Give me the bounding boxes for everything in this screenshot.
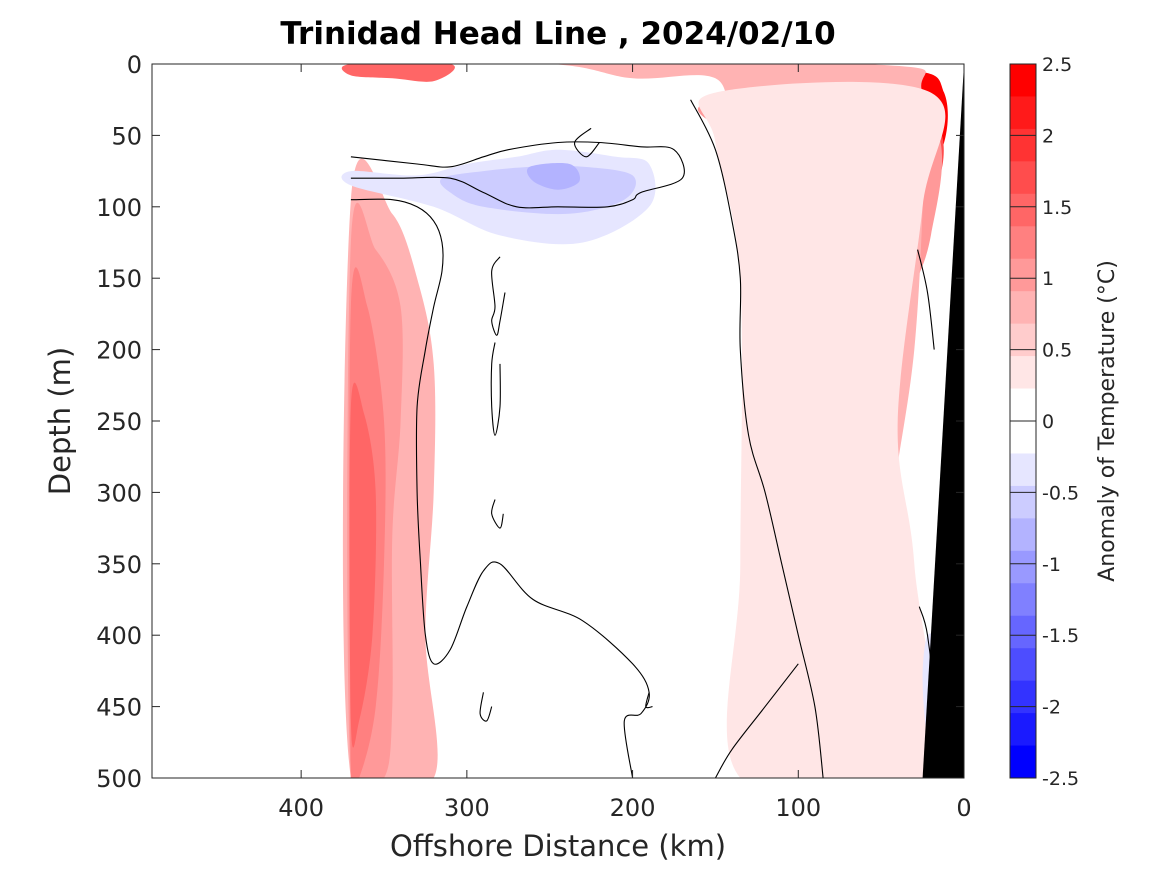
land-mask [922, 64, 964, 778]
colorbar-swatch [1010, 96, 1036, 130]
y-tick-label: 50 [111, 122, 142, 150]
colorbar-swatch [1010, 453, 1036, 487]
y-tick-label: 200 [96, 337, 142, 365]
field-region-0 [341, 64, 455, 82]
y-tick-label: 450 [96, 694, 142, 722]
y-axis-label: Depth (m) [43, 347, 77, 495]
zero-contour-6 [645, 692, 653, 709]
field-region-5 [698, 81, 946, 778]
zero-contour-7 [574, 127, 600, 158]
colorbar-tick-label: 0 [1042, 411, 1054, 433]
zero-contour-1 [350, 198, 650, 778]
colorbar-swatch [1010, 323, 1036, 357]
colorbar-swatch [1010, 421, 1036, 454]
x-axis-label: Offshore Distance (km) [390, 829, 726, 863]
colorbar-swatch [1010, 745, 1036, 779]
x-tick-label: 100 [775, 794, 821, 822]
x-axis: 400 300 200 100 0 [278, 64, 972, 822]
x-tick-label: 400 [278, 794, 324, 822]
x-tick-label: 300 [444, 794, 490, 822]
colorbar-tick-label: 1 [1042, 268, 1054, 290]
colorbar-swatch [1010, 388, 1036, 422]
x-tick-label: 200 [610, 794, 656, 822]
colorbar-swatch [1010, 161, 1036, 195]
zero-contour-8 [690, 99, 824, 778]
colorbar-swatch [1010, 583, 1036, 617]
colorbar-swatch [1010, 713, 1036, 747]
colorbar-swatch [1010, 128, 1036, 162]
chart-title: Trinidad Head Line , 2024/02/10 [280, 16, 836, 52]
colorbar-swatch [1010, 64, 1036, 97]
zero-contour-10 [917, 249, 935, 350]
y-tick-label: 150 [96, 265, 142, 293]
colorbar: 2.5 2 1.5 1 0.5 0 -0.5 -1 -1.5 -2 -2.5 [1009, 54, 1079, 790]
zero-contour-5 [479, 692, 493, 722]
colorbar-swatch [1010, 680, 1036, 714]
y-tick-label: 0 [127, 51, 142, 79]
colorbar-tick-label: 2 [1042, 125, 1054, 147]
field-region-12 [526, 163, 581, 190]
colorbar-swatch [1010, 356, 1036, 390]
zero-contour-9 [714, 663, 799, 778]
colorbar-tick-label: -1.5 [1042, 625, 1079, 647]
zero-contour-0 [350, 141, 685, 209]
y-tick-label: 500 [96, 765, 142, 793]
colorbar-swatch [1010, 258, 1036, 292]
colorbar-swatch [1010, 485, 1036, 519]
colorbar-tick-label: 0.5 [1042, 340, 1072, 362]
x-tick-label: 0 [956, 794, 971, 822]
colorbar-swatch [1010, 550, 1036, 584]
y-tick-label: 400 [96, 622, 142, 650]
colorbar-tick-label: 1.5 [1042, 197, 1072, 219]
colorbar-tick-label: -0.5 [1042, 482, 1079, 504]
colorbar-swatch [1010, 193, 1036, 227]
y-tick-label: 250 [96, 408, 142, 436]
y-tick-label: 300 [96, 479, 142, 507]
y-tick-label: 350 [96, 551, 142, 579]
colorbar-swatch [1010, 615, 1036, 649]
y-axis: 0 50 100 150 200 250 300 350 400 450 500 [96, 51, 964, 793]
colorbar-frame [1009, 63, 1037, 779]
colorbar-swatch [1010, 226, 1036, 260]
field-region-11 [440, 165, 636, 215]
colorbar-swatch [1010, 648, 1036, 682]
colorbar-tick-label: 2.5 [1042, 54, 1072, 76]
land-polygon [922, 64, 964, 778]
zero-contour-3 [490, 342, 501, 436]
colorbar-swatch [1010, 291, 1036, 325]
colorbar-tick-label: -1 [1042, 554, 1061, 576]
zero-contour-2 [491, 256, 506, 336]
colorbar-tick-label: -2.5 [1042, 768, 1079, 790]
colorbar-label: Anomaly of Temperature (°C) [1095, 260, 1120, 582]
colorbar-swatch [1010, 518, 1036, 552]
zero-contour-4 [491, 499, 504, 529]
y-tick-label: 100 [96, 194, 142, 222]
field-region-9 [349, 382, 377, 748]
colorbar-tick-label: -2 [1042, 697, 1061, 719]
temperature-field [341, 64, 964, 778]
